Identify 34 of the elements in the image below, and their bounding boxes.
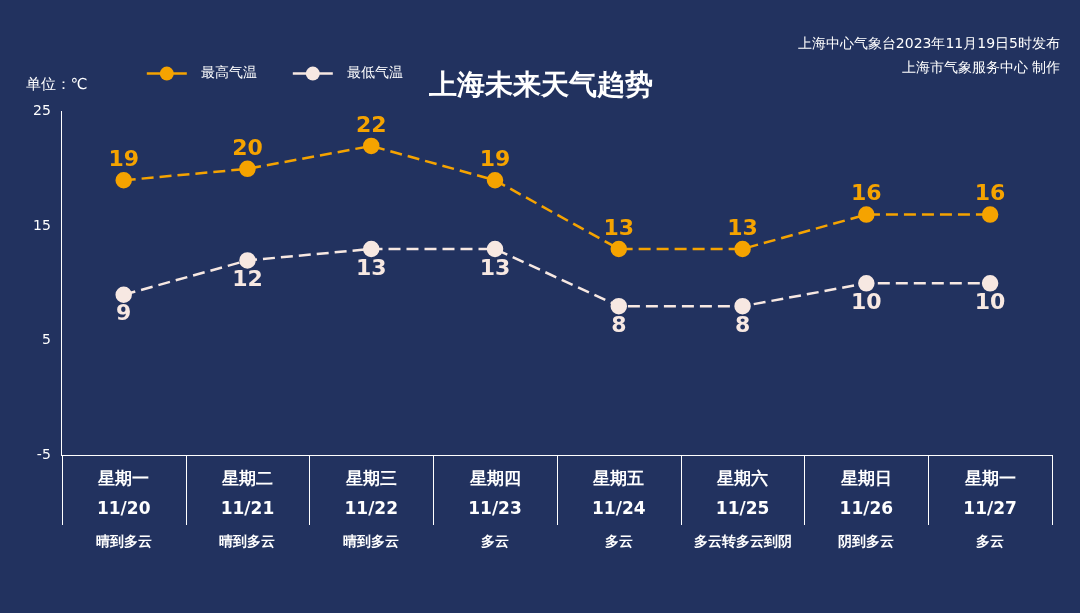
data-label: 16 <box>974 180 1006 206</box>
y-tick-label: 5 <box>41 331 51 348</box>
text: 上海市气象服务中心 制作 <box>901 58 1060 75</box>
legend-label: 最高气温 <box>200 64 257 81</box>
text: 上海中心气象台2023年11月19日5时发布 <box>797 34 1060 51</box>
x-tick-label: 星期一 11/20 晴到多云 <box>95 468 152 549</box>
y-tick-label: -5 <box>36 445 51 462</box>
y-tick-label: 15 <box>32 216 51 233</box>
data-label: 22 <box>355 111 387 137</box>
x-tick-label: 星期四 11/23 多云 <box>468 468 522 549</box>
data-label: 9 <box>116 300 132 326</box>
x-tick-label: 星期五 11/24 多云 <box>592 468 646 549</box>
data-label: 10 <box>974 289 1006 315</box>
data-label: 8 <box>611 311 627 337</box>
y-axis-title: 单位：℃ <box>25 75 88 94</box>
y-tick-label: 25 <box>32 102 51 119</box>
data-label: 12 <box>232 266 263 292</box>
legend-label: 最低气温 <box>346 64 403 81</box>
data-label: 19 <box>479 146 511 171</box>
data-label: 19 <box>108 146 140 171</box>
x-tick-label: 星期三 11/22 晴到多云 <box>343 468 400 549</box>
data-label: 10 <box>851 289 882 315</box>
x-tick-label: 星期二 11/21 晴到多云 <box>219 468 276 549</box>
data-label: 13 <box>479 254 511 280</box>
data-label: 13 <box>603 214 635 240</box>
x-tick-label: 星期日 11/26 阴到多云 <box>838 468 895 549</box>
data-label: 20 <box>232 134 263 160</box>
x-tick-label: 星期一 11/27 多云 <box>963 468 1017 549</box>
x-tick-label: 星期六 11/25 多云转多云到阴 <box>693 468 792 549</box>
data-label: 16 <box>851 180 882 206</box>
data-label: 13 <box>727 214 758 240</box>
data-label: 8 <box>734 311 751 337</box>
data-label: 13 <box>355 254 387 280</box>
chart-title: 上海未来天气趋势 <box>428 68 653 102</box>
